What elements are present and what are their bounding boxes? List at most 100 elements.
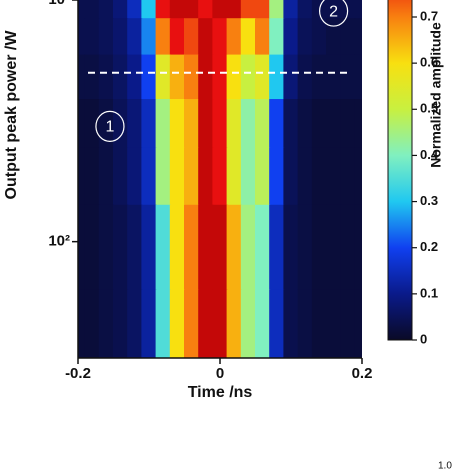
heat-cell — [226, 204, 242, 291]
heat-cell — [255, 0, 271, 20]
colorbar-tick-label: 0.4 — [420, 147, 439, 162]
heat-cell — [184, 0, 200, 20]
heat-cell — [98, 54, 114, 101]
heat-cell — [78, 99, 86, 149]
heat-cell — [184, 99, 200, 149]
heat-cell — [311, 147, 327, 206]
heat-cell — [240, 147, 256, 206]
annotation-circle — [95, 110, 125, 142]
heat-cell — [255, 18, 271, 56]
colorbar-tick-label: 0 — [420, 331, 427, 346]
x-tick-label: 0.2 — [352, 365, 373, 382]
heat-cell — [169, 147, 185, 206]
heat-cell — [212, 204, 228, 291]
heat-cell — [354, 18, 362, 56]
heat-cell — [169, 18, 185, 56]
heat-cell — [78, 18, 86, 56]
heat-cell — [98, 0, 114, 20]
heat-cell — [198, 0, 214, 20]
heat-cell — [78, 204, 86, 291]
heat-cell — [240, 18, 256, 56]
y-tick-label: 10² — [48, 233, 70, 250]
heat-cell — [155, 289, 171, 358]
heat-cell — [113, 54, 129, 101]
heat-cell — [212, 99, 228, 149]
annotation-circle — [319, 0, 349, 27]
heat-cell — [184, 147, 200, 206]
heat-cell — [326, 147, 342, 206]
heat-cell — [283, 18, 299, 56]
heat-cell — [113, 0, 129, 20]
heat-cell — [240, 289, 256, 358]
heat-cell — [84, 147, 100, 206]
heat-cell — [269, 0, 285, 20]
heat-cell — [78, 0, 86, 20]
heat-cell — [269, 204, 285, 291]
heat-cell — [326, 99, 342, 149]
heat-cell — [354, 54, 362, 101]
heat-cell — [141, 99, 157, 149]
heat-cell — [311, 99, 327, 149]
heat-cell — [283, 289, 299, 358]
heat-cell — [84, 289, 100, 358]
heat-cell — [169, 99, 185, 149]
colorbar-tick-label: 0.7 — [420, 8, 438, 23]
heat-cell — [127, 18, 143, 56]
heat-cell — [212, 147, 228, 206]
heat-cell — [269, 99, 285, 149]
annotation-label: 1 — [105, 119, 114, 136]
heat-cell — [155, 54, 171, 101]
heat-cell — [113, 147, 129, 206]
heat-cell — [326, 54, 342, 101]
heat-cell — [326, 0, 342, 20]
heat-cell — [113, 289, 129, 358]
heat-cell — [113, 204, 129, 291]
heat-cell — [226, 54, 242, 101]
heat-cell — [98, 289, 114, 358]
heat-cell — [198, 54, 214, 101]
x-axis-label: Time /ns — [188, 384, 253, 401]
heat-cell — [78, 289, 86, 358]
heat-cell — [141, 204, 157, 291]
heat-cell — [340, 204, 356, 291]
heat-cell — [297, 204, 313, 291]
heat-cell — [127, 0, 143, 20]
heat-cell — [212, 54, 228, 101]
heat-cell — [127, 147, 143, 206]
heat-cell — [283, 0, 299, 20]
heat-cell — [326, 289, 342, 358]
colorbar-label: Normalized amplitude — [428, 22, 444, 168]
heat-cell — [141, 54, 157, 101]
heat-cell — [113, 18, 129, 56]
heat-cell — [155, 0, 171, 20]
heat-cell — [98, 204, 114, 291]
colorbar-tick-label: 0.6 — [420, 55, 438, 70]
heat-cell — [84, 0, 100, 20]
heat-cell — [326, 204, 342, 291]
inset-label: 1.0 — [438, 461, 452, 472]
heat-cell — [311, 54, 327, 101]
heat-cell — [269, 18, 285, 56]
heat-cell — [354, 99, 362, 149]
heat-cell — [212, 18, 228, 56]
heat-cell — [226, 147, 242, 206]
heat-cell — [198, 99, 214, 149]
heat-cell — [84, 18, 100, 56]
heat-cell — [311, 18, 327, 56]
heat-cell — [255, 147, 271, 206]
heat-cell — [340, 289, 356, 358]
heat-cell — [340, 147, 356, 206]
heat-cell — [240, 204, 256, 291]
heat-cell — [240, 99, 256, 149]
heat-cell — [212, 0, 228, 20]
heat-cell — [255, 204, 271, 291]
heat-cell — [184, 54, 200, 101]
heat-cell — [326, 18, 342, 56]
heat-cell — [226, 0, 242, 20]
colorbar-tick-label: 0.2 — [420, 239, 438, 254]
heat-cell — [354, 289, 362, 358]
heat-cell — [255, 99, 271, 149]
heat-cell — [297, 289, 313, 358]
heat-cell — [184, 18, 200, 56]
